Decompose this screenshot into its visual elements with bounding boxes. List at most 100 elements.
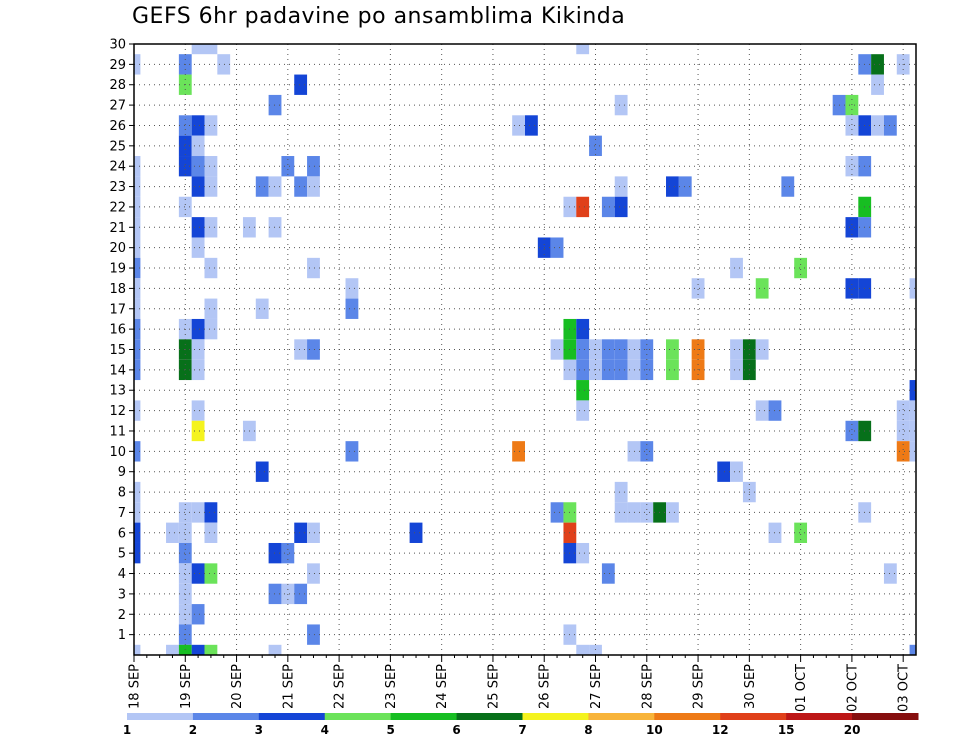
heatmap-cell [627,441,641,462]
heatmap-cell [191,135,205,157]
heatmap-cell [307,257,320,279]
x-tick-label: 24 SEP [435,664,450,709]
heatmap-cell [134,237,141,258]
heatmap-cell [134,278,141,299]
heatmap-cell [134,542,141,564]
heatmap-cell [525,115,538,136]
heatmap-cell [191,604,205,625]
x-tick-label: 22 SEP [333,664,348,709]
colorbar-segment [456,713,523,720]
heatmap-cell [550,339,564,360]
y-tick-label: 18 [109,282,126,297]
heatmap-cell [512,441,525,462]
heatmap-cell [409,522,423,543]
heatmap-cell [576,359,590,381]
heatmap-cell [576,44,590,55]
chart-title: GEFS 6hr padavine po ansamblima Kikinda [132,4,626,29]
x-tick-label: 26 SEP [538,664,553,709]
heatmap-cell [178,563,192,584]
heatmap-cell [204,644,218,655]
heatmap-cell [691,278,705,299]
colorbar-label: 1 [123,723,131,737]
heatmap-cell [134,400,141,421]
colorbar-label: 2 [189,723,197,737]
heatmap-cell [268,644,282,655]
heatmap-cell [678,176,692,197]
heatmap-cell [909,644,916,655]
colorbar-segment [720,713,787,720]
x-tick-label: 01 OCT [794,664,809,712]
heatmap-cell [576,644,590,655]
heatmap-cell [909,278,916,299]
heatmap-cell [204,502,218,523]
heatmap-cell [307,156,320,177]
y-tick-label: 11 [109,424,126,439]
heatmap-cell [191,400,205,421]
heatmap-cell [255,176,269,197]
heatmap-cell [134,54,141,75]
heatmap-cell [307,176,320,197]
heatmap-cell [909,380,916,401]
heatmap-cell [614,176,628,197]
heatmap-cell [281,583,295,605]
y-tick-label: 28 [109,78,126,93]
x-tick-label: 25 SEP [486,664,501,709]
y-tick-label: 12 [109,404,126,419]
heatmap-cell [134,257,141,279]
y-tick-label: 4 [118,567,126,582]
heatmap-cell [614,94,628,116]
x-tick-label: 20 SEP [230,664,245,709]
heatmap-cell [134,318,141,340]
heatmap-cell [576,196,590,218]
y-tick-label: 29 [109,58,126,73]
heatmap-cell [614,196,628,218]
colorbar-label: 3 [255,723,263,737]
heatmap-cell [178,542,192,564]
heatmap-cell [191,339,205,360]
y-tick-label: 24 [109,160,126,175]
heatmap-cell [134,217,141,238]
heatmap-cell [204,156,218,177]
heatmap-cell [178,196,192,218]
heatmap-cell [845,115,859,136]
colorbar-segment [786,713,853,720]
heatmap-cell [178,522,192,543]
heatmap-cell [281,542,295,564]
heatmap-cell [871,74,884,95]
x-tick-label: 19 SEP [179,664,194,709]
colorbar-label: 8 [584,723,592,737]
heatmap-cell [268,217,282,238]
y-tick-label: 16 [109,323,126,338]
heatmap-cell [166,522,179,543]
heatmap-cell [601,359,615,381]
heatmap-cell [614,339,628,360]
colorbar-segment [390,713,458,720]
heatmap-cell [550,502,564,523]
heatmap-cell [134,176,141,197]
heatmap-cell [345,278,359,299]
heatmap-cell [134,339,141,360]
colorbar-label: 6 [452,723,460,737]
heatmap-cell [191,318,205,340]
heatmap-cell [204,563,218,584]
heatmap-cell [601,196,615,218]
heatmap-cell [268,583,282,605]
y-tick-label: 26 [109,119,126,134]
y-tick-label: 30 [109,38,126,53]
heatmap-cell [909,420,916,442]
heatmap-cell [883,563,897,584]
heatmap-cell [307,563,320,584]
heatmap-cell [255,298,269,319]
x-tick-label: 18 SEP [128,664,143,709]
colorbar-label: 7 [518,723,526,737]
heatmap-cell [294,74,308,95]
heatmap-cell [307,522,320,543]
y-tick-label: 20 [109,241,126,256]
heatmap-cell [666,339,679,360]
y-tick-label: 14 [109,363,126,378]
heatmap-cell [576,542,590,564]
heatmap-cell [134,196,141,218]
y-tick-label: 23 [109,180,126,195]
heatmap-cell [166,644,179,655]
